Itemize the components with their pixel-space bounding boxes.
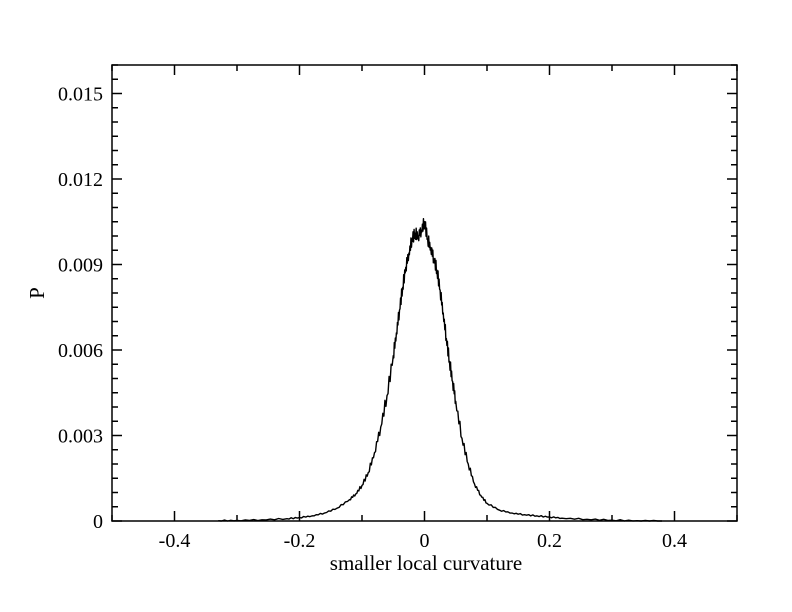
y-tick-label: 0.003 [58, 426, 103, 448]
y-axis-ticks [112, 64, 737, 522]
y-tick-label: 0 [93, 511, 103, 533]
y-tick-label: 0.015 [58, 84, 103, 106]
x-tick-label: 0.4 [662, 530, 687, 552]
y-tick-label: 0.012 [58, 169, 103, 191]
x-tick-label: -0.2 [284, 530, 316, 552]
x-tick-label: 0.2 [537, 530, 562, 552]
series-line [218, 217, 662, 522]
y-tick-label: 0.009 [58, 255, 103, 277]
plot-frame [111, 64, 738, 522]
y-axis-tick-labels: 0 0.003 0.006 0.009 0.012 0.015 [58, 84, 103, 534]
y-axis-label: P [25, 287, 49, 299]
x-tick-label: -0.4 [159, 530, 191, 552]
x-axis-label: smaller local curvature [330, 551, 522, 575]
x-axis-ticks [111, 65, 738, 521]
x-tick-label: 0 [420, 530, 430, 552]
y-tick-label: 0.006 [58, 340, 103, 362]
x-axis-tick-labels: -0.4 -0.2 0 0.2 0.4 [159, 530, 687, 552]
